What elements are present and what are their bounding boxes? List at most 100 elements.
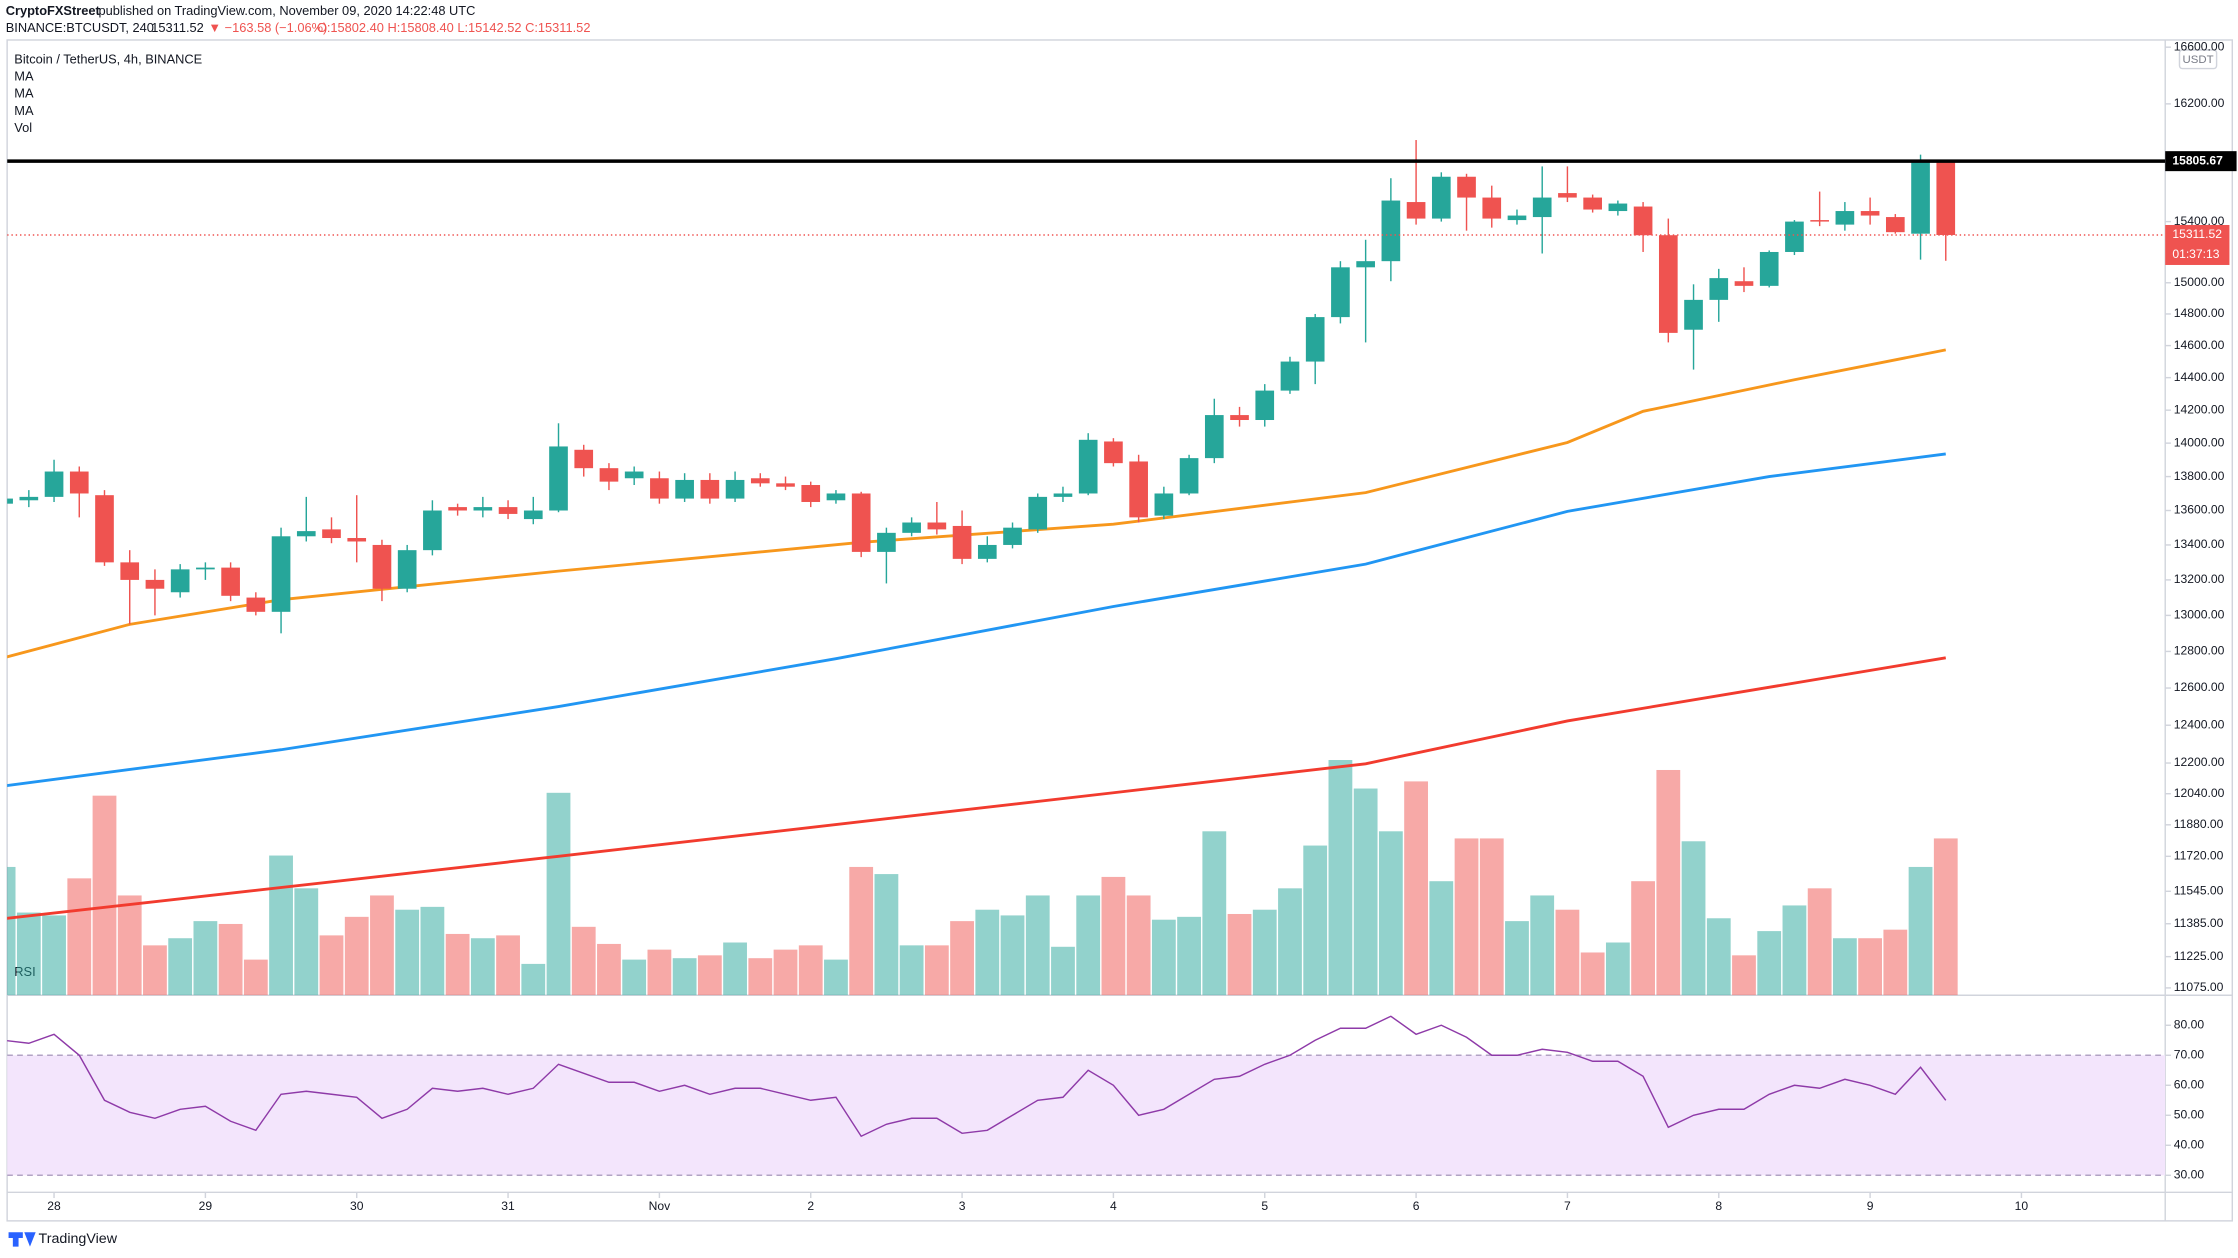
legend-ma: MA bbox=[14, 103, 34, 118]
volume-bar bbox=[622, 959, 647, 996]
author: CryptoFXStreet bbox=[6, 3, 101, 18]
rsi-line bbox=[7, 1015, 1947, 1138]
x-tick-label: 2 bbox=[807, 1199, 814, 1213]
x-tick-label: 30 bbox=[350, 1199, 364, 1213]
y-tick-label: 11385.00 bbox=[2174, 916, 2224, 930]
hline-label-box bbox=[2165, 151, 2237, 172]
volume-bar bbox=[1858, 938, 1882, 996]
volume-bar bbox=[849, 866, 874, 996]
candle-body bbox=[725, 479, 745, 499]
volume-bar bbox=[1757, 931, 1782, 996]
y-tick-label: 11880.00 bbox=[2174, 817, 2224, 831]
volume-bar bbox=[1908, 866, 1933, 996]
volume-bar bbox=[1555, 909, 1580, 996]
candle-body bbox=[1709, 278, 1729, 300]
volume-bar bbox=[723, 942, 747, 996]
y-tick-label: 14400.00 bbox=[2174, 370, 2225, 384]
volume-bar bbox=[1252, 909, 1277, 996]
legend-ma: MA bbox=[14, 86, 34, 101]
volume-bar bbox=[470, 938, 495, 996]
y-tick-label: 13200.00 bbox=[2174, 572, 2225, 586]
candle-body bbox=[1104, 441, 1123, 464]
candle-body bbox=[1911, 161, 1930, 234]
rsi-pane bbox=[7, 1015, 2166, 1176]
candle-body bbox=[1457, 176, 1476, 198]
volume-bar bbox=[824, 959, 848, 996]
candle-body bbox=[1255, 390, 1275, 421]
volume-bar bbox=[1303, 845, 1328, 996]
volume-bar bbox=[1177, 916, 1201, 996]
countdown: 01:37:13 bbox=[2172, 247, 2219, 261]
volume-bar bbox=[117, 895, 142, 996]
axes: 16600.00 16200.00 15400.00 15000.00 14800.00… bbox=[47, 39, 2237, 1213]
published: published on TradingView.com, November 0… bbox=[98, 3, 475, 18]
candle-body bbox=[1583, 197, 1602, 210]
candle-body bbox=[473, 507, 493, 511]
volume-bar bbox=[773, 949, 798, 996]
volume-bar bbox=[1681, 841, 1706, 996]
rsi-tick-label: 70.00 bbox=[2174, 1047, 2205, 1061]
candle-body bbox=[1532, 197, 1552, 218]
y-tick-label: 14200.00 bbox=[2174, 402, 2225, 416]
volume-bar bbox=[1580, 952, 1605, 996]
moving-average bbox=[7, 452, 1946, 787]
candle-body bbox=[1356, 261, 1375, 268]
candle-body bbox=[826, 493, 846, 501]
candle-body bbox=[1558, 193, 1577, 198]
candle-body bbox=[372, 544, 392, 589]
last-price: 15311.52 bbox=[151, 20, 204, 35]
candle-body bbox=[145, 579, 165, 589]
candle-body bbox=[1810, 220, 1829, 222]
y-tick-label: 12400.00 bbox=[2174, 717, 2225, 731]
candle-body bbox=[1154, 493, 1174, 516]
volume-bar bbox=[67, 878, 92, 996]
volume-bar bbox=[1051, 946, 1075, 996]
volume-bar bbox=[1328, 760, 1353, 996]
volume-bar bbox=[1732, 955, 1756, 996]
candle-body bbox=[675, 479, 694, 499]
rsi-tick-label: 40.00 bbox=[2174, 1137, 2205, 1151]
candle-body bbox=[1885, 217, 1905, 233]
x-tick-label: 4 bbox=[1110, 1199, 1117, 1213]
candle-body bbox=[549, 446, 568, 511]
candle-body bbox=[1028, 496, 1048, 530]
volume-bar bbox=[1505, 921, 1529, 996]
x-tick-label: 10 bbox=[2015, 1199, 2029, 1213]
candle-body bbox=[1230, 415, 1249, 421]
candle-body bbox=[1684, 299, 1703, 330]
candle-body bbox=[1608, 203, 1628, 212]
volume-bar bbox=[1076, 895, 1101, 996]
x-tick-label: 5 bbox=[1261, 1199, 1268, 1213]
y-tick-label: 12800.00 bbox=[2174, 644, 2225, 658]
ohlc: O:15802.40 H:15808.40 L:15142.52 C:15311… bbox=[317, 20, 591, 35]
volume-bar bbox=[1656, 769, 1681, 996]
y-tick-label: 13400.00 bbox=[2174, 537, 2225, 551]
volume-bar bbox=[193, 921, 218, 996]
chart-title: Bitcoin / TetherUS, 4h, BINANCE bbox=[14, 51, 202, 66]
volume-bar bbox=[521, 963, 546, 996]
volume-bar bbox=[1025, 895, 1050, 996]
candle-body bbox=[448, 507, 467, 511]
volume-bar bbox=[243, 959, 268, 996]
volume-bar bbox=[294, 888, 319, 996]
volume-bar bbox=[924, 945, 949, 996]
volume-bar bbox=[1883, 929, 1908, 996]
candle-body bbox=[1381, 200, 1401, 262]
candle-body bbox=[296, 531, 316, 537]
candle-body bbox=[196, 567, 215, 570]
currency: USDT bbox=[2183, 54, 2214, 66]
candle-body bbox=[44, 471, 64, 497]
volume-bar bbox=[1933, 838, 1958, 996]
candle-body bbox=[170, 569, 190, 593]
candle-body bbox=[1078, 439, 1098, 494]
volume-bar bbox=[344, 916, 369, 996]
y-tick-label: 12040.00 bbox=[2174, 786, 2225, 800]
y-tick-label: 13800.00 bbox=[2174, 469, 2225, 483]
volume-bar bbox=[42, 915, 66, 996]
legend-vol: Vol bbox=[14, 120, 32, 135]
last-price-box bbox=[2165, 224, 2230, 265]
rsi-band bbox=[7, 1055, 2166, 1176]
x-tick-label: 29 bbox=[199, 1199, 213, 1213]
